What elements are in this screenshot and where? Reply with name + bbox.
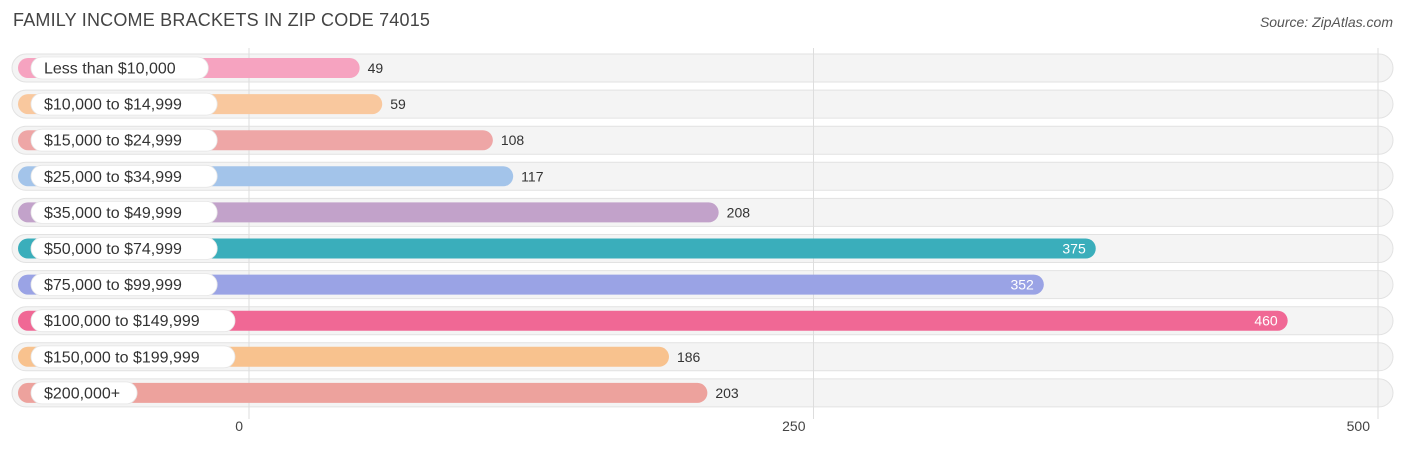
category-label: $150,000 to $199,999 bbox=[44, 349, 200, 366]
value-label: 117 bbox=[521, 168, 544, 184]
value-label: 186 bbox=[677, 349, 701, 365]
category-label-pill bbox=[30, 56, 209, 80]
category-label: $200,000+ bbox=[44, 385, 120, 402]
bar bbox=[18, 310, 1288, 331]
bar bbox=[18, 274, 1044, 295]
chart-title: FAMILY INCOME BRACKETS IN ZIP CODE 74015 bbox=[13, 10, 431, 30]
category-label-pill bbox=[30, 164, 218, 188]
value-label: 352 bbox=[1010, 277, 1034, 293]
value-label: 208 bbox=[727, 204, 751, 220]
category-label-pill bbox=[30, 273, 218, 297]
value-label: 460 bbox=[1254, 313, 1278, 329]
category-label: $50,000 to $74,999 bbox=[44, 241, 182, 258]
category-label-pill bbox=[30, 345, 236, 369]
x-tick-label: 250 bbox=[782, 418, 806, 434]
chart-source: Source: ZipAtlas.com bbox=[1259, 14, 1393, 30]
value-label: 108 bbox=[501, 132, 525, 148]
category-label: $35,000 to $49,999 bbox=[44, 205, 182, 222]
bar bbox=[18, 238, 1096, 259]
category-label-pill bbox=[30, 92, 218, 116]
category-label: $100,000 to $149,999 bbox=[44, 313, 200, 330]
category-label-pill bbox=[30, 128, 218, 152]
x-tick-label: 500 bbox=[1347, 418, 1371, 434]
category-label-pill bbox=[30, 200, 218, 224]
bar bbox=[18, 382, 708, 403]
value-label: 49 bbox=[368, 60, 384, 76]
category-label: $15,000 to $24,999 bbox=[44, 133, 182, 150]
category-label-pill bbox=[30, 237, 218, 260]
row-track bbox=[11, 53, 1394, 83]
category-label-pill bbox=[30, 381, 138, 405]
value-label: 59 bbox=[390, 96, 406, 112]
category-label-pill bbox=[30, 309, 236, 333]
category-label: $75,000 to $99,999 bbox=[44, 277, 182, 294]
category-label: $10,000 to $14,999 bbox=[44, 97, 182, 114]
value-label: 203 bbox=[715, 385, 739, 401]
x-tick-label: 0 bbox=[235, 418, 243, 434]
value-label: 375 bbox=[1062, 241, 1086, 257]
category-label: Less than $10,000 bbox=[44, 61, 176, 78]
category-label: $25,000 to $34,999 bbox=[44, 169, 182, 186]
